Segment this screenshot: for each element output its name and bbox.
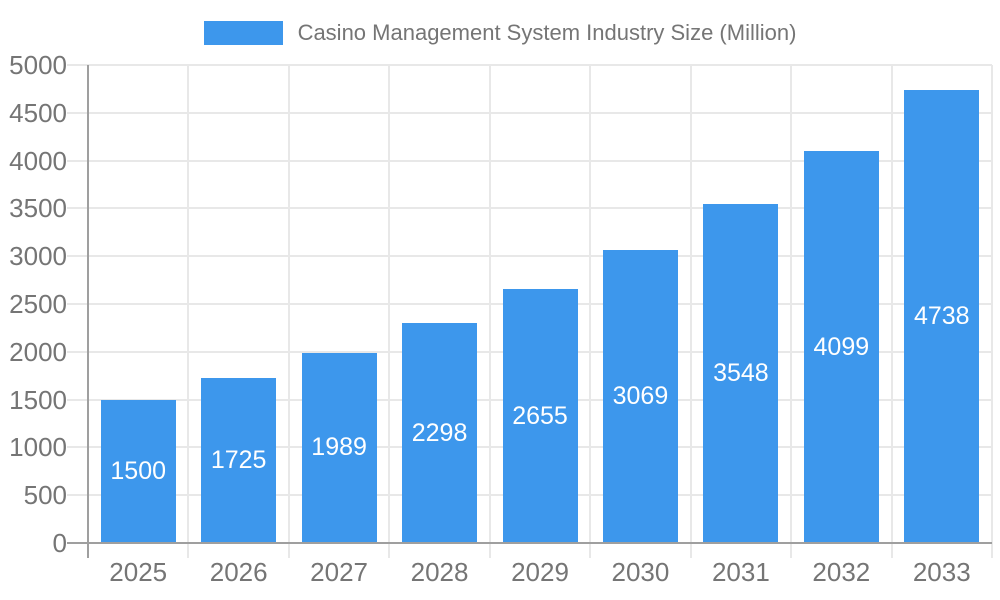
bar[interactable]: 3069 (602, 249, 678, 543)
gridline-vertical (589, 65, 592, 558)
x-axis-tick-label: 2026 (209, 557, 268, 587)
bar[interactable]: 2655 (502, 289, 578, 543)
y-axis-tick-label: 4500 (9, 97, 67, 128)
legend-label: Casino Management System Industry Size (… (297, 20, 797, 45)
y-axis-tick-label: 2500 (9, 289, 67, 319)
gridline-horizontal (67, 207, 992, 210)
x-axis-tick-label: 2031 (711, 557, 770, 587)
gridline-vertical (991, 65, 993, 558)
x-axis-tick-label: 2033 (912, 557, 971, 587)
plot-area: 1500 1725 1989 2298 2655 3069 3548 4099 4738 0 500… (9, 50, 993, 587)
y-axis-line (87, 65, 89, 558)
bar-value-label: 2655 (512, 401, 568, 430)
bar[interactable]: 3548 (703, 203, 779, 543)
gridline-vertical (890, 65, 893, 558)
x-axis-tick-label: 2030 (611, 557, 670, 587)
y-axis-tick-label: 3500 (9, 193, 67, 224)
y-axis-tick-label: 3000 (9, 241, 67, 272)
x-axis-tick-label: 2028 (410, 557, 469, 587)
gridline-horizontal (67, 111, 992, 114)
bar[interactable]: 1500 (100, 399, 176, 543)
y-axis-tick-label: 500 (23, 480, 67, 511)
x-axis-tick-label: 2025 (109, 557, 168, 587)
y-axis-tick-label: 5000 (9, 50, 67, 80)
bar-value-label: 4738 (913, 302, 970, 331)
y-axis-tick-label: 1500 (9, 384, 67, 415)
y-axis-tick-label: 4000 (9, 145, 67, 176)
bar[interactable]: 4099 (803, 151, 879, 543)
gridline-horizontal (67, 64, 992, 66)
y-axis-tick-label: 2000 (9, 336, 67, 367)
bar[interactable]: 1989 (301, 352, 377, 543)
y-axis-tick-label: 0 (52, 528, 67, 558)
bar-value-label: 3548 (713, 358, 769, 387)
x-axis-tick-label: 2027 (310, 557, 369, 587)
bar[interactable]: 2298 (402, 323, 478, 543)
gridline-vertical (488, 65, 491, 558)
chart-legend[interactable]: Casino Management System Industry Size (… (0, 18, 1000, 48)
bar-value-label: 3069 (612, 381, 669, 410)
gridline-vertical (790, 65, 793, 558)
x-axis-tick-label: 2032 (812, 557, 871, 587)
legend-swatch (203, 21, 283, 45)
y-axis-tick-label: 1000 (9, 432, 67, 463)
gridline-vertical (187, 65, 190, 558)
bar-value-label: 1725 (210, 446, 267, 475)
bar-value-label: 1989 (311, 433, 367, 462)
bar[interactable]: 4738 (904, 90, 980, 543)
gridline-horizontal (67, 255, 992, 258)
x-axis-line (67, 542, 992, 544)
bar[interactable]: 1725 (201, 378, 277, 543)
gridline-vertical (287, 65, 290, 558)
gridline-vertical (689, 65, 692, 558)
gridline-horizontal (67, 159, 992, 162)
bar-value-label: 2298 (411, 418, 468, 447)
bar-value-label: 1500 (110, 456, 167, 485)
gridline-vertical (388, 65, 391, 558)
bar-value-label: 4099 (813, 332, 870, 361)
x-axis-tick-label: 2029 (511, 557, 569, 587)
